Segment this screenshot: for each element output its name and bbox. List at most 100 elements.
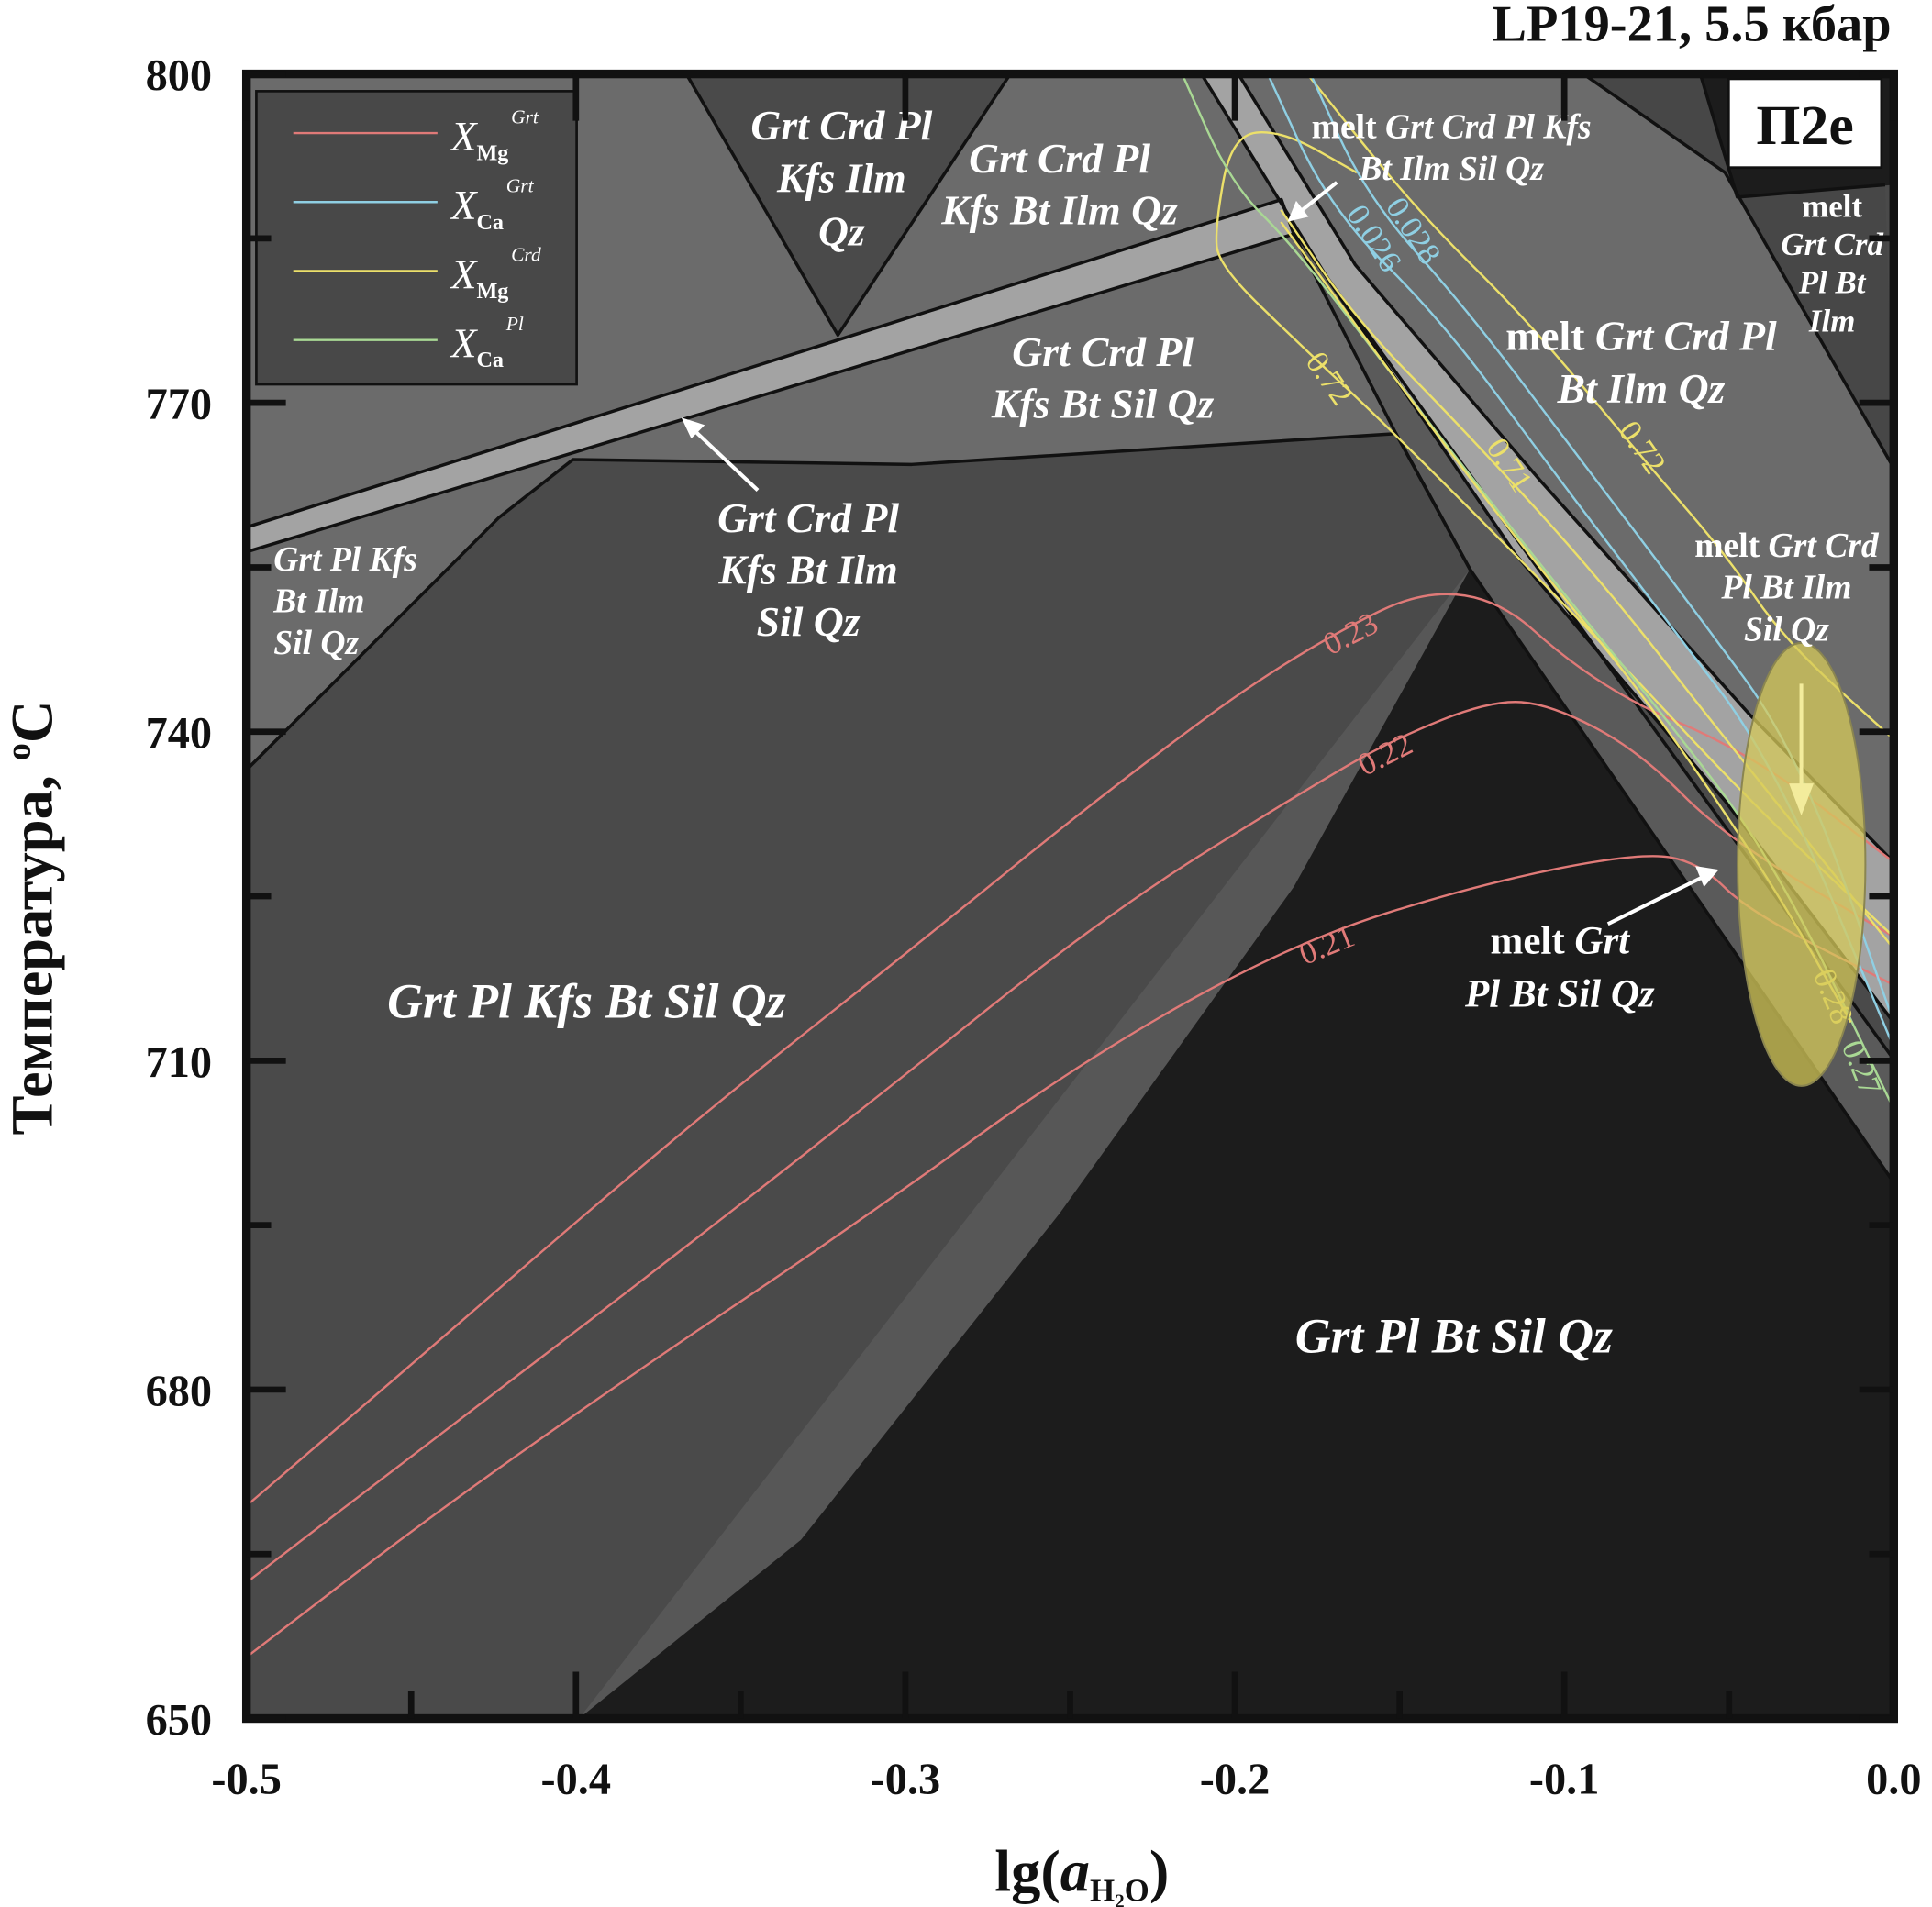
mineral-list: Grt <box>1565 920 1631 963</box>
legend-entry: XCaGrt <box>293 175 535 235</box>
x-axis-label-main: lg( <box>994 1839 1060 1904</box>
field-light-wedge <box>579 569 1471 1719</box>
x-axis-label-close: ) <box>1149 1839 1169 1904</box>
field-label-line: Pl Bt <box>1798 265 1867 301</box>
mineral-list: Grt Crd Pl <box>1584 312 1777 359</box>
melt-word: melt <box>1802 188 1862 224</box>
field-label-line: Sil Qz <box>1744 610 1829 649</box>
legend-sub: Mg <box>477 141 509 166</box>
field-label-line: Pl Bt Ilm <box>1720 569 1851 607</box>
field-label: Grt Crd Pl Kfs Bt Ilm Qz <box>940 135 1178 233</box>
melt-word: melt <box>1491 920 1566 963</box>
field-label-line: Bt Ilm Sil Qz <box>1358 150 1544 188</box>
legend-entry: XMgGrt <box>293 105 539 166</box>
boundary-line <box>1582 72 1895 470</box>
field-right-dark <box>1582 73 1894 469</box>
field-label: Grt Crd Pl Kfs Bt Ilm Sil Qz <box>717 494 899 645</box>
isopleth-line <box>245 593 1895 1507</box>
field-label: melt Grt Crd Pl Bt Ilm <box>1781 188 1883 338</box>
legend-symbol: X <box>450 113 479 160</box>
panel-label-text: П2е <box>1756 94 1853 157</box>
y-tick-label: 770 <box>146 381 213 429</box>
arrow-to-melt-kfs-field-head <box>1287 200 1309 222</box>
legend-sup: Pl <box>505 313 524 335</box>
field-below-band <box>246 231 1396 771</box>
pt-estimate-ellipse <box>1737 641 1867 1087</box>
field-label-line: Grt Crd <box>1781 227 1883 262</box>
annotation-arrows <box>681 181 1719 926</box>
isopleth-line <box>1280 221 1852 1024</box>
field-label-line: Pl Bt Sil Qz <box>1464 972 1655 1015</box>
y-tick-label: 680 <box>146 1367 213 1415</box>
x-tick-label: -0.2 <box>1200 1755 1271 1803</box>
field-label-line: melt Grt Crd Pl Kfs <box>1312 107 1592 146</box>
legend-sup: Grt <box>506 175 535 197</box>
field-label: Grt Crd Pl Kfs Bt Sil Qz <box>991 328 1215 427</box>
y-axis-label: Температура, oC <box>0 701 64 1136</box>
field-label: melt Grt Crd Pl Kfs Bt Ilm Sil Qz <box>1312 107 1592 188</box>
legend-box <box>255 90 578 386</box>
melt-word: melt <box>1505 312 1584 359</box>
field-label-line: Kfs Bt Ilm <box>717 547 897 593</box>
x-tick-label: -0.3 <box>871 1755 941 1803</box>
x-axis-label: lg(aH₂O) <box>994 1839 1169 1907</box>
field-label-line: melt Grt Crd Pl <box>1505 312 1777 359</box>
field-label-line: Qz <box>818 207 865 254</box>
chart-title: LP19-21, 5.5 кбар <box>1492 0 1891 52</box>
field-label-line: Ilm <box>1808 303 1855 338</box>
melt-word: melt <box>1694 527 1760 565</box>
field-label-line: Grt Pl Kfs Bt Sil Qz <box>387 973 785 1028</box>
legend-symbol: X <box>450 319 479 366</box>
isopleth-line <box>245 701 1894 1584</box>
field-label-line: melt Grt Crd <box>1694 527 1880 565</box>
x-axis-label-sub: H₂O <box>1090 1872 1149 1907</box>
y-axis-label-main: Температура, <box>0 760 64 1136</box>
x-tick-label: -0.4 <box>541 1755 612 1803</box>
field-label-line: Bt Ilm Qz <box>1557 365 1726 412</box>
cooling-arrow-head <box>1789 783 1814 816</box>
boundary-line <box>1698 73 1886 199</box>
x-tick-label: -0.5 <box>211 1755 282 1803</box>
y-tick-label: 740 <box>146 709 213 758</box>
field-band-grt-crd-pl-kfs-bt-ilm-sil-qz <box>246 199 1294 552</box>
field-label-line: Grt Pl Bt Sil Qz <box>1295 1309 1613 1364</box>
field-label-line: Bt Ilm <box>272 582 364 620</box>
isopleth-line <box>245 855 1894 1658</box>
isopleth-line <box>1181 73 1895 1110</box>
y-tick-label: 800 <box>146 51 213 100</box>
legend-label: XMgCrd <box>450 244 541 304</box>
isopleth-line <box>1266 73 1895 1048</box>
field-label-line: melt Grt <box>1491 920 1632 963</box>
legend-sub: Ca <box>477 210 505 235</box>
y-axis-label-unit: C <box>0 701 64 744</box>
legend-sup: Crd <box>511 244 541 266</box>
isopleth-line <box>1306 72 1895 741</box>
highlight-ellipse <box>1737 641 1867 1087</box>
melt-word: melt <box>1312 107 1377 146</box>
field-label: melt Grt Pl Bt Sil Qz <box>1464 920 1655 1016</box>
legend-label: XMgGrt <box>450 105 539 165</box>
legend-entry: XMgCrd <box>293 244 541 304</box>
arrow-to-melt-kfs-field <box>1298 181 1338 214</box>
arrow-to-melt-grt-field <box>1606 875 1704 926</box>
legend-sub: Ca <box>477 348 505 372</box>
boundary-line <box>684 72 1012 338</box>
field-label-line: Sil Qz <box>757 598 861 645</box>
axis-ticks: -0.5 -0.4 -0.3 -0.2 -0.1 0.0 800 770 740 710 680 65… <box>146 51 1922 1803</box>
boundary-line <box>246 197 1295 554</box>
field-label: Grt Pl Kfs Bt Sil Qz <box>387 973 785 1028</box>
field-label-line: Kfs Bt Sil Qz <box>991 380 1215 427</box>
y-axis-label-sup: o <box>0 743 38 760</box>
field-label-line: Kfs Ilm <box>776 155 906 202</box>
boundary-line <box>1292 233 1895 1184</box>
field-label: Grt Pl Kfs Bt Ilm Sil Qz <box>272 540 417 662</box>
field-diagonal-light-strip <box>1201 73 1894 1023</box>
mineral-list: Grt Crd <box>1760 527 1880 565</box>
x-tick-label: 0.0 <box>1866 1755 1921 1803</box>
arrow-to-band <box>691 427 760 492</box>
legend-entry: XCaPl <box>293 313 524 372</box>
field-label-line: Grt Crd Pl <box>1012 328 1194 375</box>
field-grt-crd-pl-kfs-ilm-qz <box>686 73 1011 336</box>
